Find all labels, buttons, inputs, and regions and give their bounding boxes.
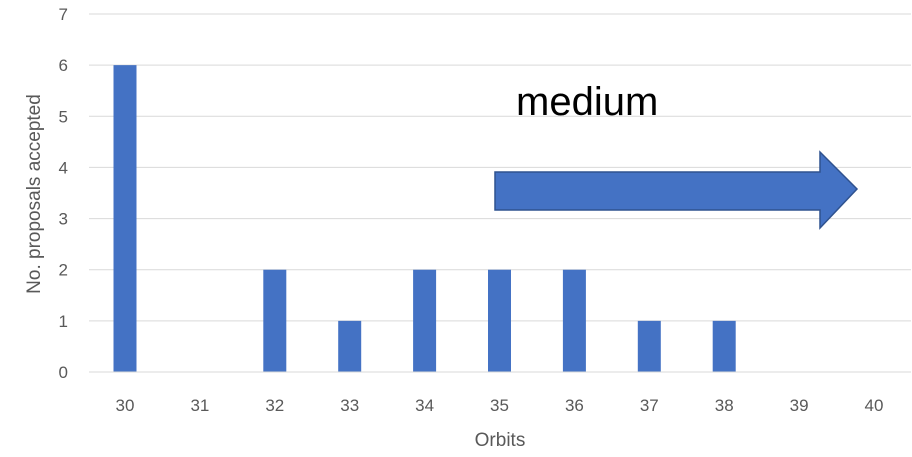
x-tick-labels: 30 31 32 33 34 35 36 37 38 39 40 [116,396,884,415]
y-tick-label: 0 [59,363,68,382]
x-tick-label: 36 [565,396,584,415]
bar [263,269,287,372]
right-arrow-icon [494,150,859,230]
x-axis-label: Orbits [475,430,526,451]
bar [113,65,137,373]
x-tick-label: 32 [265,396,284,415]
y-tick-label: 2 [59,261,68,280]
bars [113,65,736,373]
x-tick-label: 38 [715,396,734,415]
x-tick-label: 40 [865,396,884,415]
x-tick-label: 34 [415,396,434,415]
y-tick-label: 1 [59,312,68,331]
y-tick-label: 4 [59,158,68,177]
bar [562,269,586,372]
annotation-text: medium [516,80,658,124]
bar [712,320,736,372]
x-tick-label: 39 [790,396,809,415]
bar [338,320,362,372]
x-tick-label: 35 [490,396,509,415]
x-tick-label: 37 [640,396,659,415]
y-tick-label: 3 [59,210,68,229]
y-tick-label: 6 [59,56,68,75]
bar [637,320,661,372]
x-tick-label: 31 [190,396,209,415]
gridlines [89,13,911,322]
y-tick-label: 5 [59,107,68,126]
bar [488,269,511,372]
y-tick-label: 7 [59,5,68,24]
y-tick-labels: 0 1 2 3 4 5 6 7 [59,5,68,382]
x-tick-label: 30 [116,396,135,415]
y-axis-label: No. proposals accepted [24,94,45,294]
x-tick-label: 33 [340,396,359,415]
bar [413,269,437,372]
